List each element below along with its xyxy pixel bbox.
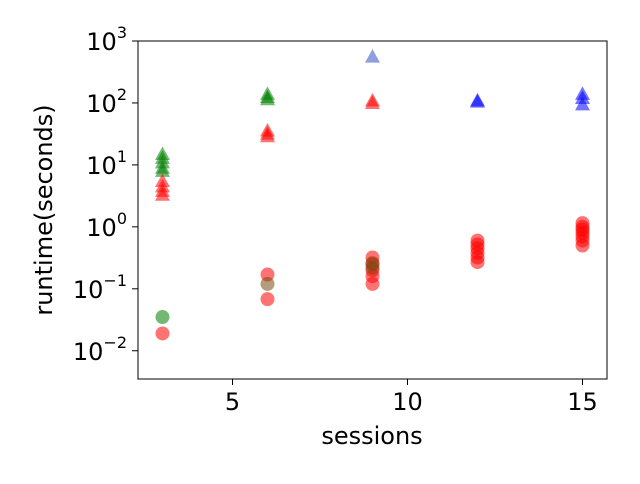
plot-frame (137, 40, 608, 380)
triangle-point (260, 128, 275, 143)
y-axis-ticks: 10−2 10−1 100 101 102 103 (73, 23, 138, 366)
y-axis-label: runtime(seconds) (30, 104, 58, 315)
y-tick-label: 100 (86, 209, 127, 242)
triangle-point (155, 187, 170, 201)
circle-point (260, 276, 275, 291)
circle-point (575, 216, 590, 231)
x-tick-label: 15 (567, 388, 598, 416)
circle-point (155, 310, 170, 325)
triangle-point (365, 49, 380, 63)
data-marks (155, 49, 590, 341)
y-tick-label: 102 (86, 85, 127, 118)
y-tick-label: 103 (86, 23, 127, 56)
y-tick-label: 101 (86, 147, 127, 180)
circle-point (260, 292, 275, 307)
y-tick-label: 10−2 (73, 333, 127, 366)
triangle-point (260, 91, 275, 106)
triangle-point (575, 96, 590, 111)
triangle-point (470, 94, 485, 108)
y-tick-label: 10−1 (73, 271, 127, 304)
x-axis-ticks: 5 10 15 (225, 379, 598, 416)
x-tick-label: 5 (225, 388, 240, 416)
x-axis-label: sessions (321, 422, 422, 450)
circle-point (365, 256, 380, 271)
triangle-point (365, 95, 380, 109)
circle-point (470, 233, 485, 248)
triangle-point (155, 163, 170, 177)
x-tick-label: 10 (392, 388, 423, 416)
circle-point (155, 326, 170, 341)
